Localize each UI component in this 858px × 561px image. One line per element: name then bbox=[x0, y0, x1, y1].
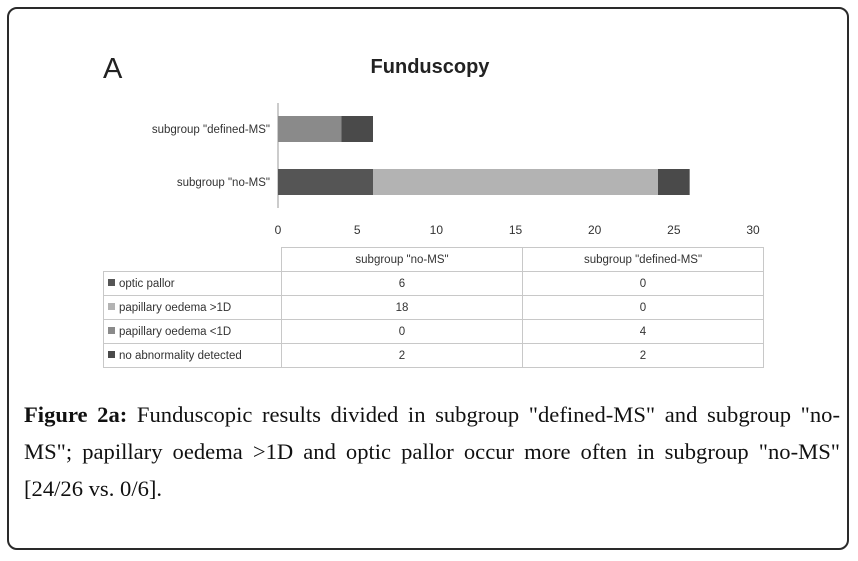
x-tick-label: 10 bbox=[430, 223, 444, 237]
table-column-header: subgroup "defined-MS" bbox=[522, 247, 764, 272]
legend-swatch bbox=[108, 350, 115, 358]
legend-swatch bbox=[108, 278, 115, 286]
table-cell: 2 bbox=[281, 343, 523, 368]
legend-label: papillary oedema >1D bbox=[119, 301, 232, 314]
legend-swatch bbox=[108, 302, 115, 310]
caption-text: Funduscopic results divided in subgroup … bbox=[24, 402, 840, 501]
caption-lead: Figure 2a: bbox=[24, 402, 128, 427]
table-corner-cell bbox=[103, 247, 282, 272]
x-tick-label: 25 bbox=[667, 223, 681, 237]
bar-segment bbox=[341, 116, 373, 142]
table-column-header: subgroup "no-MS" bbox=[281, 247, 523, 272]
stacked-bar-chart: subgroup "defined-MS" subgroup "no-MS" 0 5 1… bbox=[152, 103, 760, 237]
x-tick-label: 5 bbox=[354, 223, 361, 237]
table-row-header: papillary oedema >1D bbox=[103, 295, 282, 320]
table-header-row: subgroup "no-MS" subgroup "defined-MS" bbox=[103, 247, 764, 272]
table-row-header: papillary oedema <1D bbox=[103, 319, 282, 344]
x-tick-label: 0 bbox=[275, 223, 282, 237]
table-cell: 2 bbox=[522, 343, 764, 368]
bar-segment bbox=[658, 169, 690, 195]
legend-label: papillary oedema <1D bbox=[119, 325, 232, 338]
x-tick-label: 30 bbox=[746, 223, 760, 237]
figure-frame bbox=[7, 7, 849, 550]
table-cell: 0 bbox=[522, 295, 764, 320]
table-cell: 4 bbox=[522, 319, 764, 344]
legend-swatch bbox=[108, 326, 115, 334]
panel-label: A bbox=[103, 53, 123, 85]
chart-title: Funduscopy bbox=[370, 56, 490, 78]
bar-segment bbox=[278, 169, 373, 195]
table-row-header: optic pallor bbox=[103, 271, 282, 296]
legend-label: optic pallor bbox=[119, 277, 175, 290]
table-row: papillary oedema >1D 18 0 bbox=[103, 295, 764, 320]
category-label: subgroup "defined-MS" bbox=[152, 124, 270, 136]
table-row: optic pallor 6 0 bbox=[103, 271, 764, 296]
data-table: subgroup "no-MS" subgroup "defined-MS" o… bbox=[103, 247, 764, 368]
bar-segment bbox=[278, 116, 342, 142]
table-cell: 6 bbox=[281, 271, 523, 296]
bar-segment bbox=[373, 169, 658, 195]
table-row: no abnormality detected 2 2 bbox=[103, 343, 764, 368]
x-tick-label: 15 bbox=[509, 223, 523, 237]
table-cell: 0 bbox=[522, 271, 764, 296]
table-row-header: no abnormality detected bbox=[103, 343, 282, 368]
category-label: subgroup "no-MS" bbox=[177, 177, 270, 189]
legend-label: no abnormality detected bbox=[119, 349, 242, 362]
x-tick-label: 20 bbox=[588, 223, 602, 237]
figure-caption: Figure 2a: Funduscopic results divided i… bbox=[24, 396, 840, 507]
table-cell: 18 bbox=[281, 295, 523, 320]
table-cell: 0 bbox=[281, 319, 523, 344]
table-row: papillary oedema <1D 0 4 bbox=[103, 319, 764, 344]
